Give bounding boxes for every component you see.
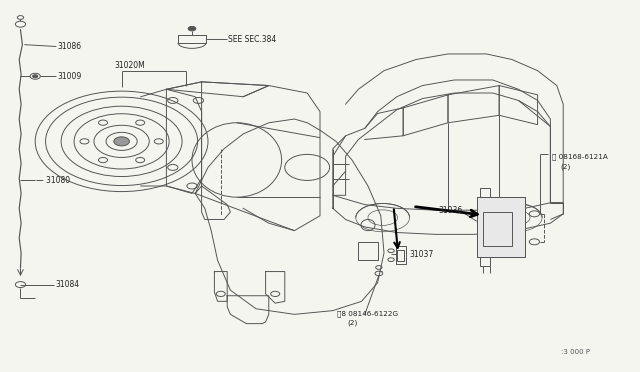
Circle shape bbox=[33, 75, 38, 78]
Text: SEE SEC.384: SEE SEC.384 bbox=[228, 35, 276, 44]
Bar bbox=[396, 246, 406, 264]
Bar bbox=[397, 250, 404, 261]
Text: 31009: 31009 bbox=[58, 72, 82, 81]
Bar bbox=[480, 257, 490, 266]
Text: — 31080: — 31080 bbox=[36, 176, 70, 185]
Bar bbox=[477, 197, 525, 257]
Bar bbox=[483, 212, 512, 246]
Text: (2): (2) bbox=[348, 320, 358, 326]
Bar bbox=[480, 188, 490, 197]
Text: Ⓞ8 08146-6122G: Ⓞ8 08146-6122G bbox=[337, 310, 399, 317]
Text: 31036: 31036 bbox=[438, 206, 463, 215]
Circle shape bbox=[114, 137, 129, 146]
Text: 31037: 31037 bbox=[410, 250, 434, 259]
Circle shape bbox=[188, 26, 196, 31]
Text: 31086: 31086 bbox=[58, 42, 82, 51]
Text: (2): (2) bbox=[561, 163, 571, 170]
Text: 31084: 31084 bbox=[56, 280, 80, 289]
Text: 31020M: 31020M bbox=[114, 61, 145, 70]
Bar bbox=[358, 242, 378, 260]
Bar bbox=[477, 197, 525, 257]
Text: ⒲ 08168-6121A: ⒲ 08168-6121A bbox=[552, 154, 607, 160]
Text: :3 000 P: :3 000 P bbox=[561, 349, 590, 355]
